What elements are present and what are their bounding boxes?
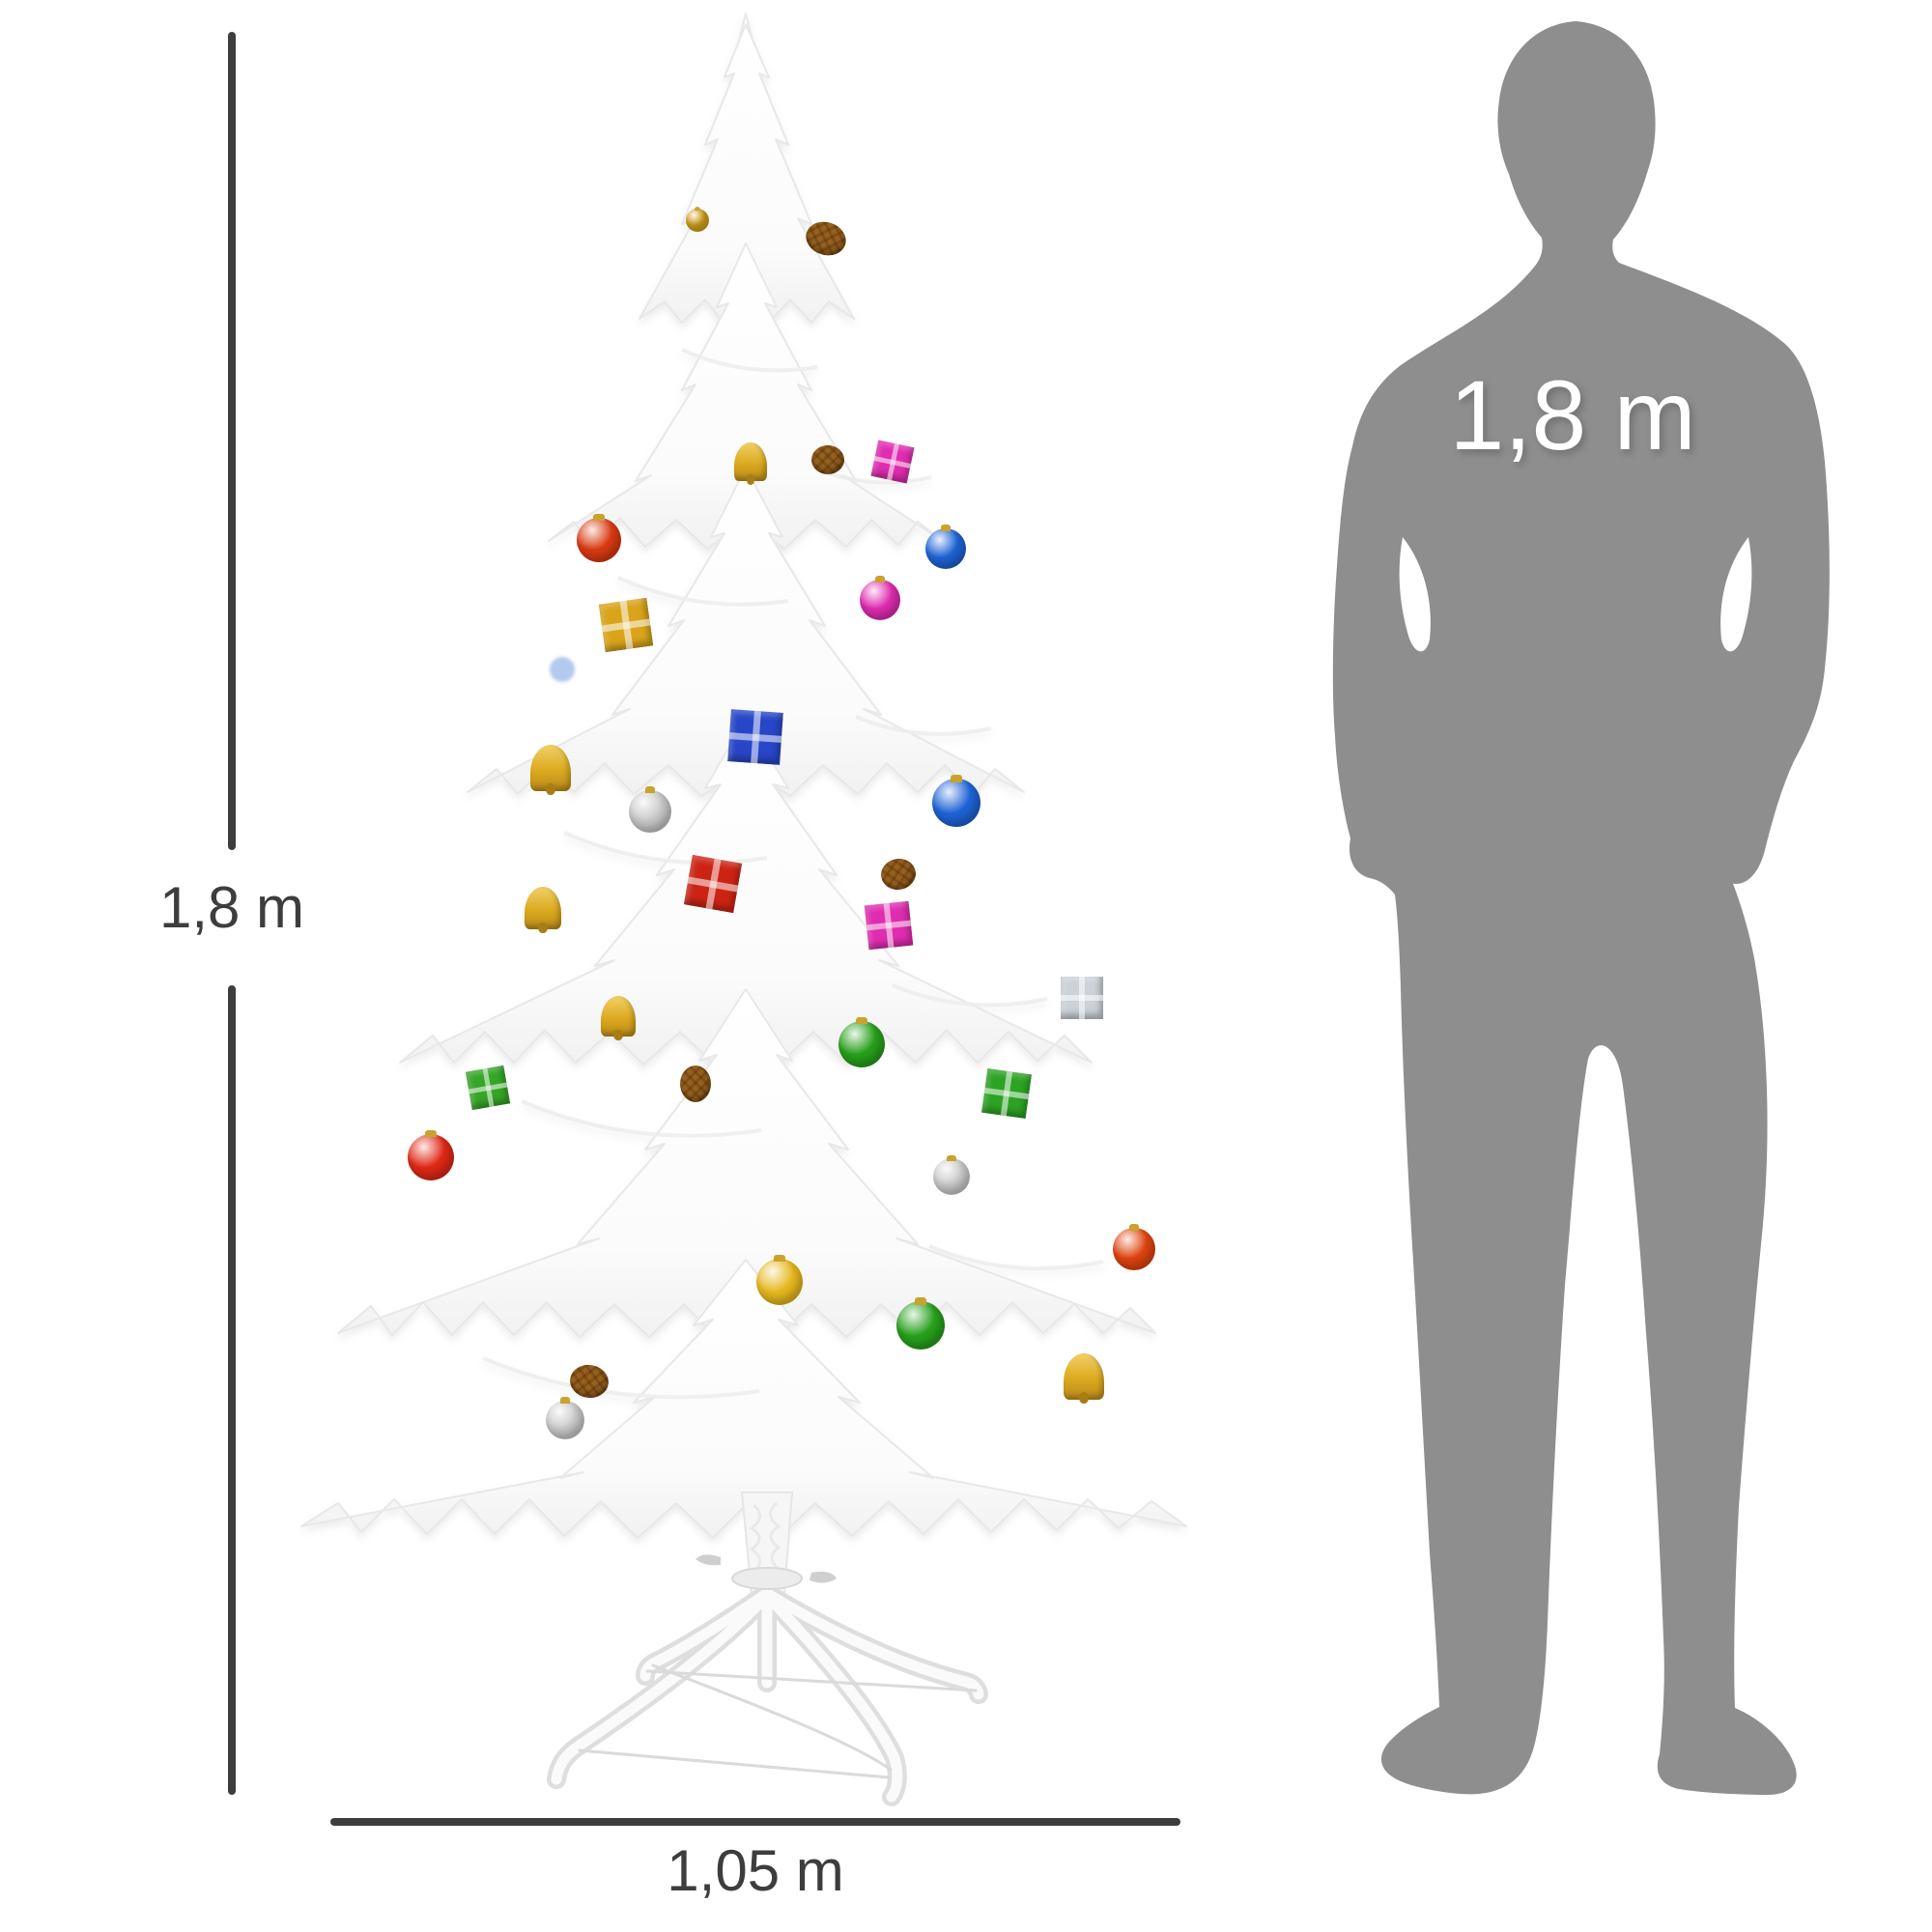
person-height-label: 1,8 m (1449, 360, 1696, 470)
christmas-tree (300, 13, 1187, 1806)
tree-branch-shading (482, 348, 1104, 1400)
stand-clamp (731, 1567, 803, 1590)
man-silhouette-shape (1332, 21, 1830, 1795)
height-dimension-line-upper (228, 32, 236, 850)
width-dimension-line (330, 1818, 1180, 1826)
tree-foliage (300, 13, 1187, 1539)
width-dimension-label: 1,05 m (667, 1838, 844, 1903)
stand-wing-screw (696, 1554, 721, 1566)
man-silhouette (1332, 21, 1830, 1795)
stand-wing-screw (810, 1571, 837, 1583)
height-dimension-line-lower (228, 985, 236, 1795)
man-armpit-gap-left (1399, 537, 1431, 652)
man-armpit-gap-right (1720, 537, 1752, 652)
height-dimension-label: 1,8 m (158, 875, 305, 940)
tree-stand (547, 1554, 988, 1806)
